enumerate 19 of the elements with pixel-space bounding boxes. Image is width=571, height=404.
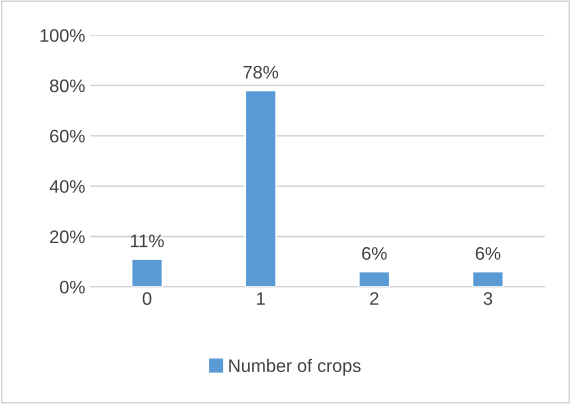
y-tick-label: 40%	[50, 180, 85, 193]
legend-label: Number of crops	[229, 358, 361, 376]
bar	[358, 271, 390, 287]
text: 6%	[476, 247, 500, 260]
bar	[244, 90, 277, 287]
x-tick-label: 1	[257, 292, 265, 305]
y-tick-label: 0%	[60, 280, 85, 294]
x-tick-label: 3	[484, 292, 492, 305]
x-tick-label: 0	[142, 292, 152, 305]
text: 78%	[244, 66, 278, 79]
x-tick-label: 2	[370, 292, 378, 305]
y-tick-label: 60%	[50, 130, 85, 143]
y-tick-label: 20%	[50, 230, 85, 244]
bar	[131, 258, 164, 287]
y-tick-label: 100%	[40, 29, 85, 42]
y-tick-label: 80%	[50, 79, 85, 92]
text: 11%	[131, 234, 164, 248]
bar	[472, 271, 504, 287]
text: 6%	[362, 247, 387, 260]
